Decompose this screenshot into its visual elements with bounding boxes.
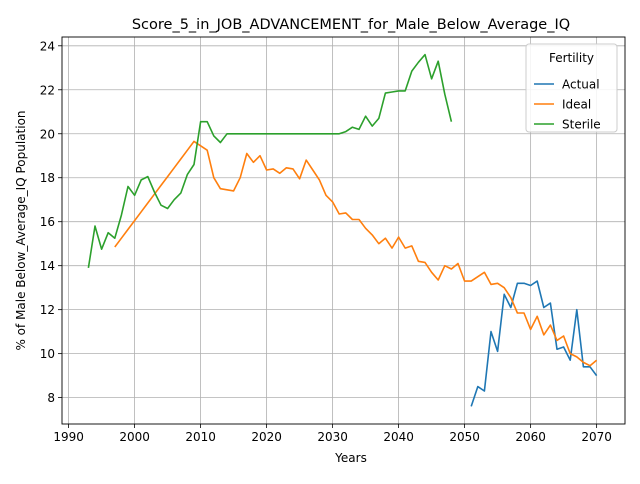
x-axis-ticks: 1990 2000 2010 2020 2030 2040 2050 2060 2070 <box>53 424 612 444</box>
y-tick-label: 8 <box>47 391 55 405</box>
series-lines <box>87 53 598 407</box>
y-tick-label: 24 <box>40 39 55 53</box>
x-tick-label: 2030 <box>317 430 348 444</box>
y-tick-label: 22 <box>40 83 55 97</box>
series-line-actual <box>470 280 598 407</box>
series-line-ideal <box>114 140 598 367</box>
legend: Fertility Actual Ideal Sterile <box>525 43 618 133</box>
series-line-sterile <box>87 53 453 269</box>
legend-items: Actual Ideal Sterile <box>534 78 601 132</box>
legend-title: Fertility <box>549 51 594 65</box>
plot-frame <box>61 36 626 425</box>
grid <box>62 37 625 424</box>
y-tick-label: 18 <box>40 171 55 185</box>
x-tick-label: 2040 <box>383 430 414 444</box>
legend-label-sterile: Sterile <box>562 118 601 132</box>
legend-box <box>525 43 618 133</box>
x-tick-label: 1990 <box>53 430 84 444</box>
y-tick-label: 10 <box>40 347 55 361</box>
x-tick-label: 2000 <box>119 430 150 444</box>
y-axis-label: % of Male Below_Average_IQ Population <box>14 110 28 350</box>
y-tick-label: 14 <box>40 259 55 273</box>
chart-title: Score_5_in_JOB_ADVANCEMENT_for_Male_Belo… <box>132 17 570 33</box>
x-tick-label: 2050 <box>449 430 480 444</box>
x-tick-label: 2060 <box>515 430 546 444</box>
y-tick-label: 12 <box>40 303 55 317</box>
x-tick-label: 2020 <box>251 430 282 444</box>
y-tick-label: 16 <box>40 215 55 229</box>
x-tick-label: 2010 <box>185 430 216 444</box>
x-axis-label: Years <box>334 451 367 465</box>
x-tick-label: 2070 <box>581 430 612 444</box>
legend-label-actual: Actual <box>562 78 600 92</box>
legend-label-ideal: Ideal <box>562 98 591 112</box>
y-axis-ticks: 8 10 12 14 16 18 20 22 24 <box>40 39 62 405</box>
y-tick-label: 20 <box>40 127 55 141</box>
